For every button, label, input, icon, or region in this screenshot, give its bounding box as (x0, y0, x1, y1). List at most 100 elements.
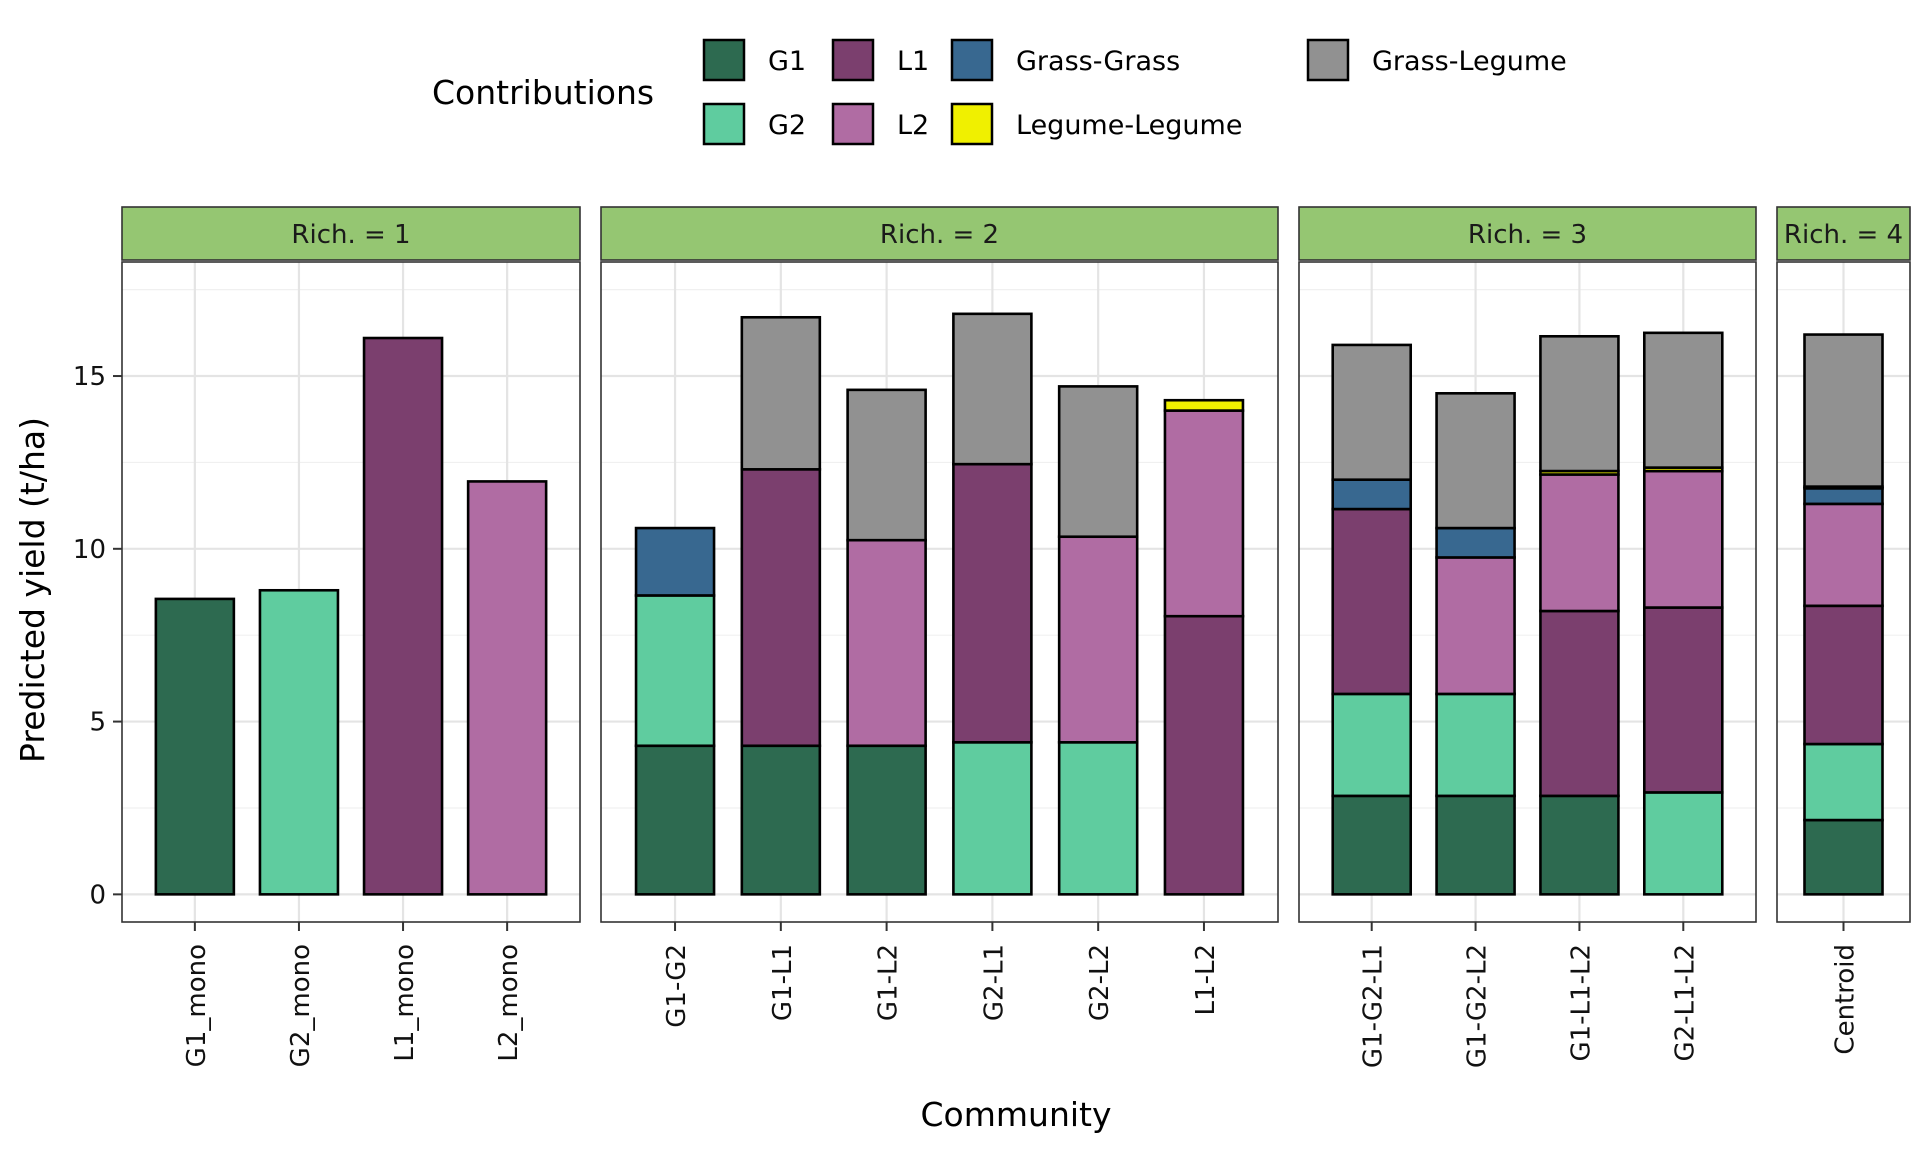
bar-segment-l2 (846, 538, 927, 748)
strip-background (1776, 206, 1911, 261)
panel-border (1298, 261, 1757, 923)
x-axis-title: Community (921, 1095, 1112, 1134)
legend-label: L1 (897, 46, 929, 77)
x-tick-label: G2-L1-L2 (1670, 944, 1700, 1062)
bar-segment-l1 (952, 462, 1033, 744)
x-tick-label: G1-L2 (874, 944, 904, 1021)
legend-item-gl: Grass-Legume (1306, 38, 1567, 82)
bar-g2-l1 (952, 312, 1033, 896)
bar-segment-l1 (1642, 606, 1724, 794)
panel-border (121, 261, 581, 923)
x-axis-ticks: G1-G2 G1-L1 G1-L2 G2-L1 G2-L2 L1-L2 (662, 922, 1221, 1028)
bar-segment-gl (1642, 331, 1724, 469)
facet-panel-3: Rich. = 3 G1-G2-L1 G1-G2-L2 G1-L1-L2 G2-L1-L… (1298, 206, 1757, 1068)
bar-segment-gl (1057, 385, 1139, 539)
legend-swatch (1306, 38, 1350, 82)
bar-g2-l2 (1057, 385, 1139, 896)
x-axis-ticks: Centroid (1831, 922, 1861, 1055)
y-tick-label: 15 (73, 362, 106, 392)
facet-panel-4: Rich. = 4 Centroid (1776, 206, 1911, 1055)
x-tick-label: G2-L2 (1085, 944, 1115, 1021)
y-tick-label: 5 (89, 708, 106, 738)
panel-border (600, 261, 1279, 923)
bar-segment-l1 (740, 468, 822, 748)
facet-strip: Rich. = 1 (121, 206, 581, 261)
bar-segment-gl (1803, 333, 1884, 488)
bar-segment-g2 (1331, 692, 1413, 798)
bar-segment-g2 (1642, 791, 1724, 896)
bars (154, 336, 548, 896)
bar-g1-g2-l2 (1435, 392, 1516, 896)
bar-segment-ll (1163, 398, 1245, 412)
bar-g1_mono (154, 597, 236, 896)
legend-swatch (950, 38, 994, 82)
x-tick-label: G1-L1 (768, 944, 798, 1021)
facet-panel-1: Rich. = 1 G1_mono G2_mono L1_mono L2_mono 0 5 1… (73, 206, 581, 1067)
bar-segment-gl (846, 388, 927, 542)
bar-segment-g2 (1803, 742, 1884, 822)
strip-label: Rich. = 2 (880, 220, 999, 250)
bar-centroid (1803, 333, 1884, 896)
bars (634, 312, 1245, 896)
bar-segment-l2 (1163, 409, 1245, 618)
legend-swatch (702, 102, 746, 146)
x-axis-ticks: G1_mono G2_mono L1_mono L2_mono (182, 922, 524, 1067)
bar-segment-g1 (1331, 794, 1413, 896)
legend-item-ll: Legume-Legume (950, 102, 1242, 146)
bar-g1-g2 (634, 526, 716, 896)
bar-segment-l2 (1539, 473, 1620, 613)
x-tick-label: L1-L2 (1191, 944, 1221, 1015)
bar-segment-gg (1331, 478, 1413, 511)
legend-swatch (831, 102, 875, 146)
bar-segment-l2 (1435, 556, 1516, 696)
strip-label: Rich. = 3 (1468, 220, 1587, 250)
x-tick-label: G1-L1-L2 (1566, 944, 1596, 1062)
strip-background (600, 206, 1279, 261)
bar-segment-g2 (952, 741, 1033, 896)
bar-segment-l1 (1163, 614, 1245, 896)
legend-label: Legume-Legume (1016, 110, 1242, 141)
strip-label: Rich. = 4 (1784, 220, 1903, 250)
legend-title: Contributions (432, 73, 654, 112)
bar-segment-l2 (466, 480, 548, 896)
bar-segment-g2 (1057, 741, 1139, 896)
bar-l1_mono (362, 336, 444, 896)
facet-strip: Rich. = 2 (600, 206, 1279, 261)
legend-label: G1 (768, 46, 806, 77)
facet-panel-2: Rich. = 2 G1-G2 G1-L1 G1-L2 G2-L1 G2-L2 L1-L2 (600, 206, 1279, 1028)
bar-segment-gg (1803, 487, 1884, 506)
y-axis-ticks: 0 5 10 15 (73, 362, 122, 910)
bar-g1-l2 (846, 388, 927, 896)
strip-background (1298, 206, 1757, 261)
bar-segment-g1 (1803, 818, 1884, 896)
bar-segment-g1 (1539, 794, 1620, 896)
bar-segment-g1 (1435, 794, 1516, 896)
bar-segment-g2 (634, 594, 716, 748)
bars (1331, 331, 1724, 896)
x-tick-label: G1-G2-L1 (1359, 944, 1389, 1068)
bar-segment-l1 (362, 336, 444, 896)
bar-segment-g2 (1435, 692, 1516, 798)
x-tick-label: L1_mono (390, 944, 420, 1062)
x-tick-label: G2_mono (286, 944, 316, 1067)
bar-segment-g1 (634, 744, 716, 896)
bar-segment-l1 (1331, 507, 1413, 696)
bar-segment-g1 (740, 744, 822, 896)
bar-segment-gl (1539, 334, 1620, 473)
bar-segment-l2 (1057, 535, 1139, 744)
x-tick-label: G1-G2 (662, 944, 692, 1028)
legend-item-g1: G1 (702, 38, 806, 82)
bar-g2-l1-l2 (1642, 331, 1724, 896)
bar-segment-gl (740, 315, 822, 471)
facet-panels: Rich. = 1 G1_mono G2_mono L1_mono L2_mono 0 5 1… (73, 206, 1911, 1068)
bar-segment-g2 (258, 588, 340, 896)
bar-segment-l1 (1803, 604, 1884, 746)
bar-g1-l1 (740, 315, 822, 896)
legend-swatch (702, 38, 746, 82)
legend-item-gg: Grass-Grass (950, 38, 1180, 82)
x-tick-label: G2-L1 (979, 944, 1009, 1021)
bar-segment-l1 (1539, 609, 1620, 798)
legend-swatch (950, 102, 994, 146)
bar-segment-gg (634, 526, 716, 597)
